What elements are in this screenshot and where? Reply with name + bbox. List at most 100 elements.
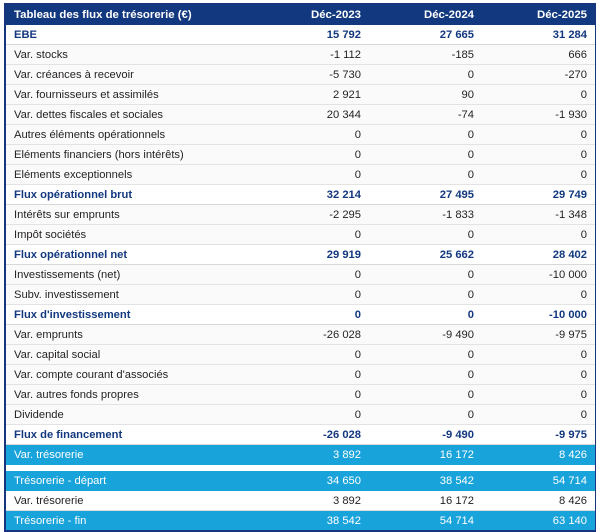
row-value-col2: 0 [369,144,482,165]
row-label: Flux opérationnel net [6,244,256,265]
table-row: Dividende 0 0 0 [6,404,595,425]
row-value-col1: -26 028 [256,324,369,345]
header-row: Tableau des flux de trésorerie (€) Déc-2… [6,5,595,25]
table-row: Flux opérationnel net 29 919 25 662 28 402 [6,244,595,265]
row-value-col3: 8 426 [482,444,595,465]
cash-flow-table-container: Tableau des flux de trésorerie (€) Déc-2… [4,3,596,532]
row-value-col1: 0 [256,304,369,325]
row-value-col2: 0 [369,64,482,85]
row-value-col1: 0 [256,224,369,245]
table-row: Flux d'investissement 0 0 -10 000 [6,304,595,325]
row-value-col3: 0 [482,404,595,425]
row-value-col2: 0 [369,164,482,185]
row-value-col3 [482,464,595,471]
row-value-col2: 38 542 [369,471,482,491]
row-label: Impôt sociétés [6,224,256,245]
column-header-dec-2025: Déc-2025 [482,5,595,25]
row-label: Flux de financement [6,424,256,445]
row-value-col3: -270 [482,64,595,85]
row-value-col1: 20 344 [256,104,369,125]
row-label: Trésorerie - fin [6,510,256,530]
row-value-col1: 0 [256,284,369,305]
row-value-col2: -9 490 [369,424,482,445]
row-label: Flux opérationnel brut [6,184,256,205]
row-value-col2: 0 [369,384,482,405]
row-value-col2: -74 [369,104,482,125]
table-title: Tableau des flux de trésorerie (€) [6,5,256,25]
table-row: Eléments exceptionnels 0 0 0 [6,164,595,185]
row-value-col2: 0 [369,304,482,325]
row-value-col3: 0 [482,364,595,385]
table-row: Flux de financement -26 028 -9 490 -9 975 [6,424,595,445]
row-label: Var. emprunts [6,324,256,345]
row-value-col1: 0 [256,144,369,165]
row-value-col1: 2 921 [256,84,369,105]
row-value-col2: -9 490 [369,324,482,345]
table-row: Var. trésorerie 3 892 16 172 8 426 [6,444,595,465]
row-label: Investissements (net) [6,264,256,285]
row-label: EBE [6,25,256,45]
row-value-col1: -26 028 [256,424,369,445]
row-value-col3: 0 [482,84,595,105]
table-row: Var. emprunts -26 028 -9 490 -9 975 [6,324,595,345]
row-value-col1 [256,464,369,471]
row-value-col3: 28 402 [482,244,595,265]
table-row: Autres éléments opérationnels 0 0 0 [6,124,595,145]
table-row: EBE 15 792 27 665 31 284 [6,25,595,45]
row-value-col1: 29 919 [256,244,369,265]
row-value-col1: -5 730 [256,64,369,85]
row-value-col3: 666 [482,44,595,65]
row-value-col3: 0 [482,344,595,365]
row-value-col3: -10 000 [482,264,595,285]
table-row: Eléments financiers (hors intérêts) 0 0 0 [6,144,595,165]
row-value-col3: 54 714 [482,471,595,491]
row-label: Var. autres fonds propres [6,384,256,405]
row-label: Var. stocks [6,44,256,65]
row-value-col1: 0 [256,384,369,405]
column-header-dec-2024: Déc-2024 [369,5,482,25]
row-value-col2: -185 [369,44,482,65]
table-row: Subv. investissement 0 0 0 [6,284,595,305]
row-value-col2: 0 [369,344,482,365]
row-value-col1: 0 [256,164,369,185]
row-value-col3: 0 [482,284,595,305]
row-value-col3: 0 [482,144,595,165]
cash-flow-table: Tableau des flux de trésorerie (€) Déc-2… [6,5,595,530]
row-value-col3: -9 975 [482,424,595,445]
row-label: Trésorerie - départ [6,471,256,491]
row-value-col2: 0 [369,124,482,145]
row-label: Var. trésorerie [6,444,256,465]
row-label: Var. créances à recevoir [6,64,256,85]
column-header-dec-2023: Déc-2023 [256,5,369,25]
row-label: Intérêts sur emprunts [6,204,256,225]
row-value-col3: 63 140 [482,510,595,530]
table-row: Var. capital social 0 0 0 [6,344,595,365]
row-value-col2: 0 [369,284,482,305]
table-spacer-row [6,464,595,471]
row-value-col1: -1 112 [256,44,369,65]
row-value-col2: 27 665 [369,25,482,45]
table-row: Flux opérationnel brut 32 214 27 495 29 749 [6,184,595,205]
table-row: Var. autres fonds propres 0 0 0 [6,384,595,405]
row-value-col3: 31 284 [482,25,595,45]
row-value-col2: 90 [369,84,482,105]
row-value-col1: 38 542 [256,510,369,530]
row-value-col3: 29 749 [482,184,595,205]
row-value-col3: -1 348 [482,204,595,225]
table-row: Var. fournisseurs et assimilés 2 921 90 0 [6,84,595,105]
table-row: Var. stocks -1 112 -185 666 [6,44,595,65]
table-row: Var. créances à recevoir -5 730 0 -270 [6,64,595,85]
row-value-col3: 0 [482,124,595,145]
row-value-col1: 34 650 [256,471,369,491]
row-label: Eléments financiers (hors intérêts) [6,144,256,165]
row-label: Autres éléments opérationnels [6,124,256,145]
row-value-col1: 3 892 [256,444,369,465]
row-value-col1: 15 792 [256,25,369,45]
row-value-col3: -1 930 [482,104,595,125]
row-label: Subv. investissement [6,284,256,305]
table-row: Var. compte courant d'associés 0 0 0 [6,364,595,385]
row-value-col2: 25 662 [369,244,482,265]
table-header: Tableau des flux de trésorerie (€) Déc-2… [6,5,595,25]
row-value-col1: 0 [256,364,369,385]
row-value-col3: 0 [482,384,595,405]
